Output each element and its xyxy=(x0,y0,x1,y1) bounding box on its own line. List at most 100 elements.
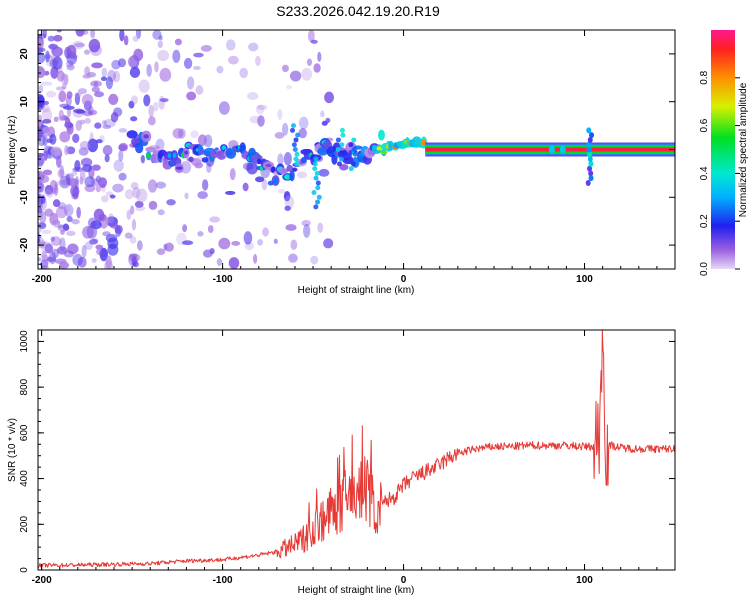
spectrogram-noise-blob xyxy=(38,222,46,229)
spectrogram-noise-blob xyxy=(39,210,47,224)
snr-series-line xyxy=(38,330,675,568)
spectrogram-noise-blob xyxy=(40,264,49,269)
spectrogram-noise-blob xyxy=(113,107,123,117)
spectrogram-streak-blob xyxy=(294,151,300,157)
spectrogram-noise-blob xyxy=(38,170,45,183)
spectrogram-noise-blob xyxy=(76,206,81,219)
spectrogram-noise-blob xyxy=(46,138,54,144)
spectrogram-ytick-label: 20 xyxy=(19,48,30,60)
spectrogram-noise-blob xyxy=(90,80,102,87)
spectrogram-noise-blob xyxy=(113,159,124,172)
spectrogram-streak-blob xyxy=(311,190,317,196)
spectrogram-noise-blob xyxy=(102,124,112,129)
spectrogram-noise-blob xyxy=(40,81,53,86)
spectrogram-band-core xyxy=(291,167,297,172)
spectrogram-band-blob xyxy=(126,130,138,139)
spectrogram-noise-blob xyxy=(107,237,119,250)
spectrogram-noise-blob xyxy=(51,46,63,57)
spectrogram-band-core xyxy=(380,150,388,155)
spectrogram-noise-blob xyxy=(248,42,259,52)
spectrogram-noise-blob xyxy=(257,115,265,127)
spectrogram-noise-blob xyxy=(283,151,292,166)
spectrogram-noise-blob xyxy=(91,86,100,93)
spectrogram-noise-blob xyxy=(290,239,298,251)
spectrogram-noise-blob xyxy=(207,225,214,234)
spectrogram-noise-blob xyxy=(124,232,133,239)
spectrogram-noise-blob xyxy=(72,253,83,266)
spectrogram-streak-blob xyxy=(336,161,342,167)
spectrogram-band-core xyxy=(175,166,183,170)
spectrogram-noise-blob xyxy=(82,225,94,239)
spectrogram-noise-blob xyxy=(246,161,258,175)
spectrogram-noise-blob xyxy=(38,33,47,39)
snr-xtick-label: 100 xyxy=(576,575,593,586)
spectrogram-noise-blob xyxy=(98,248,109,258)
spectrogram-streak-blob xyxy=(291,142,297,148)
spectrogram-noise-blob xyxy=(256,104,268,111)
spectrogram-noise-blob xyxy=(126,209,132,220)
spectrogram-noise-blob xyxy=(91,258,97,263)
spectrogram-noise-blob xyxy=(79,140,91,150)
spectrogram-noise-blob xyxy=(324,91,335,104)
spectrogram-streak-blob xyxy=(339,156,345,162)
colorbar-tick-label: 0.6 xyxy=(699,118,710,132)
spectrogram-noise-blob xyxy=(104,259,113,269)
spectrogram-noise-blob xyxy=(146,63,152,77)
spectrogram-noise-blob xyxy=(53,34,63,42)
spectrogram-noise-blob xyxy=(262,227,269,237)
spectrogram-noise-blob xyxy=(152,101,159,112)
spectrogram-band-core xyxy=(273,177,278,184)
spectrogram-noise-blob xyxy=(104,154,110,163)
spectrogram-noise-blob xyxy=(38,170,45,182)
spectrogram-band-core xyxy=(420,139,427,146)
spectrogram-noise-blob xyxy=(255,55,261,67)
spectrogram-noise-blob xyxy=(63,74,69,86)
spectrogram-spike-blob xyxy=(585,141,591,148)
spectrogram-noise-blob xyxy=(277,153,284,166)
spectrogram-noise-blob xyxy=(79,170,86,181)
spectrogram-noise-blob xyxy=(225,39,236,51)
snr-ytick-label: 200 xyxy=(19,516,30,533)
spectrogram-noise-blob xyxy=(209,216,221,223)
spectrogram-noise-blob xyxy=(50,236,62,247)
spectrogram-streak-blob xyxy=(313,204,319,210)
spectrogram-noise-blob xyxy=(54,181,60,186)
spectrogram-noise-blob xyxy=(45,185,55,198)
spectrogram-ytick-label: -10 xyxy=(19,190,30,205)
spectrogram-noise-blob xyxy=(318,168,330,177)
spectrogram-noise-blob xyxy=(38,257,42,262)
spectrogram-noise-blob xyxy=(284,195,295,210)
spectrogram-noise-blob xyxy=(61,205,71,212)
spectrogram-noise-blob xyxy=(231,240,241,246)
spectrogram-spike-blob xyxy=(585,179,591,186)
spectrogram-noise-blob xyxy=(84,176,95,188)
snr-xtick-label: -200 xyxy=(32,575,52,586)
snr-ytick-label: 800 xyxy=(19,378,30,395)
spectrogram-noise-blob xyxy=(296,171,308,179)
spectrogram-noise-blob xyxy=(53,219,60,228)
spectrogram-noise-blob xyxy=(93,208,105,222)
snr-plot-area xyxy=(38,330,675,570)
spectrogram-noise-blob xyxy=(298,127,308,139)
spectrogram-noise-blob xyxy=(184,192,189,200)
spectrogram-noise-blob xyxy=(62,223,70,231)
spectrogram-noise-blob xyxy=(306,58,312,67)
spectrogram-noise-blob xyxy=(108,213,115,224)
snr-frame xyxy=(37,329,676,571)
spectrogram-noise-blob xyxy=(177,128,186,139)
spectrogram-noise-blob xyxy=(202,249,213,258)
spectrogram-noise-blob xyxy=(159,98,169,103)
spectrogram-noise-blob xyxy=(96,248,102,255)
spectrogram-noise-blob xyxy=(193,65,201,70)
spectrogram-noise-blob xyxy=(117,58,127,68)
spectrogram-noise-blob xyxy=(57,169,65,179)
spectrogram-noise-blob xyxy=(195,156,204,163)
spectrogram-ytick-label: -20 xyxy=(19,237,30,252)
spectrogram-streak-blob xyxy=(292,147,298,152)
spectrogram-noise-blob xyxy=(58,90,67,103)
spectrogram-band-blob xyxy=(145,146,157,153)
spectrogram-noise-blob xyxy=(41,251,48,259)
